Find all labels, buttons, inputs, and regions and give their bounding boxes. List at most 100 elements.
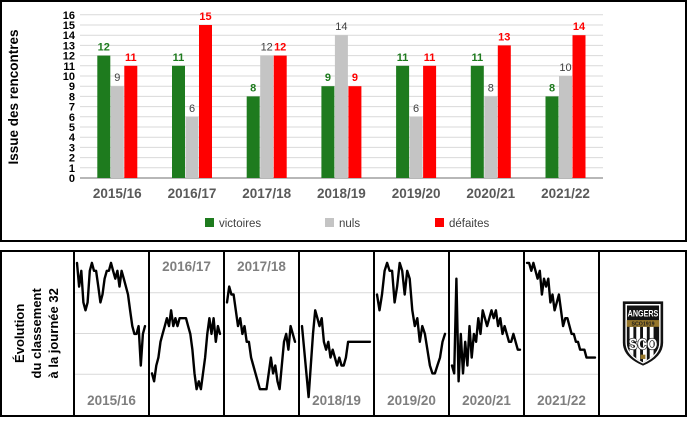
bar-label-victoires-2016/17: 11 bbox=[173, 52, 185, 64]
bar-label-nuls-2019/20: 6 bbox=[413, 103, 419, 115]
season-panel-2019/20: 2019/20 bbox=[373, 250, 450, 417]
season-panel-2017/18: 2017/18 bbox=[223, 250, 300, 417]
ranking-axis-label: Évolution du classement à la journée 32 bbox=[12, 288, 63, 378]
ranking-line-2021/22 bbox=[525, 261, 597, 359]
ranking-sparkline-2019/20 bbox=[375, 261, 448, 375]
y-tick-13: 13 bbox=[63, 40, 75, 52]
ranking-line-2016/17 bbox=[150, 309, 222, 391]
y-tick-8: 8 bbox=[69, 91, 75, 103]
bar-défaites-2019/20 bbox=[423, 65, 437, 178]
bar-label-nuls-2015/16: 9 bbox=[114, 72, 120, 84]
y-axis-title: Issue des rencontres bbox=[6, 29, 21, 164]
bar-label-défaites-2016/17: 15 bbox=[199, 11, 211, 23]
bar-nuls-2015/16 bbox=[110, 86, 124, 178]
season-label-2015/16: 2015/16 bbox=[87, 393, 136, 408]
ranking-sparkline-2015/16 bbox=[75, 261, 148, 375]
ranking-line-2019/20 bbox=[375, 261, 447, 375]
season-label-2018/19: 2018/19 bbox=[312, 393, 361, 408]
y-tick-11: 11 bbox=[63, 61, 75, 73]
bar-défaites-2016/17 bbox=[199, 25, 212, 178]
bar-label-victoires-2018/19: 9 bbox=[325, 72, 331, 84]
bar-défaites-2021/22 bbox=[572, 35, 586, 179]
bar-label-défaites-2017/18: 12 bbox=[274, 42, 286, 54]
legend-marker-défaites bbox=[435, 218, 444, 227]
bar-victoires-2021/22 bbox=[545, 96, 559, 178]
bar-label-victoires-2021/22: 8 bbox=[549, 82, 555, 94]
angers-sco-logo: ANGERS SCO1919 SCO bbox=[622, 300, 663, 366]
ranking-line-2017/18 bbox=[225, 285, 297, 391]
bar-victoires-2020/21 bbox=[470, 65, 484, 178]
y-tick-10: 10 bbox=[63, 71, 75, 83]
ranking-sparkline-2017/18 bbox=[225, 285, 298, 391]
logo-gold-band bbox=[626, 319, 659, 327]
bar-label-nuls-2020/21: 8 bbox=[488, 82, 494, 94]
x-tick-2016/17: 2016/17 bbox=[168, 186, 217, 201]
y-tick-15: 15 bbox=[63, 20, 75, 32]
bar-nuls-2017/18 bbox=[260, 55, 274, 178]
ranking-line-2018/19 bbox=[300, 309, 372, 399]
bar-label-défaites-2015/16: 11 bbox=[125, 52, 137, 64]
y-tick-2: 2 bbox=[69, 153, 75, 165]
ranking-sparkline-2018/19 bbox=[300, 292, 373, 399]
bar-victoires-2017/18 bbox=[246, 96, 260, 178]
x-tick-2019/20: 2019/20 bbox=[392, 186, 441, 201]
y-tick-9: 9 bbox=[69, 81, 75, 93]
ranking-sparkline-2020/21 bbox=[450, 277, 523, 383]
bar-victoires-2015/16 bbox=[97, 55, 111, 178]
ranking-axis-label-cell: Évolution du classement à la journée 32 bbox=[0, 250, 75, 417]
x-tick-2017/18: 2017/18 bbox=[242, 186, 291, 201]
bar-nuls-2020/21 bbox=[484, 96, 498, 178]
bar-label-défaites-2018/19: 9 bbox=[352, 72, 358, 84]
ranking-axis-label-line1: Évolution bbox=[12, 303, 28, 364]
ranking-evolution-panel: Évolution du classement à la journée 32 … bbox=[0, 250, 687, 417]
season-label-2019/20: 2019/20 bbox=[387, 393, 436, 408]
legend-marker-nuls bbox=[325, 218, 334, 227]
bar-label-défaites-2019/20: 11 bbox=[424, 52, 436, 64]
season-panel-2018/19: 2018/19 bbox=[298, 250, 375, 417]
logo-band-text: SCO1919 bbox=[631, 321, 654, 327]
bar-label-défaites-2020/21: 13 bbox=[498, 31, 510, 43]
bar-label-victoires-2017/18: 8 bbox=[250, 82, 256, 94]
ranking-sparkline-2016/17 bbox=[150, 292, 223, 391]
legend-label-défaites: défaites bbox=[449, 218, 490, 230]
season-panel-2015/16: 2015/16 bbox=[73, 250, 150, 417]
logo-bottom-mark bbox=[640, 354, 645, 359]
legend-label-nuls: nuls bbox=[339, 218, 360, 230]
y-tick-6: 6 bbox=[69, 112, 75, 124]
bar-défaites-2017/18 bbox=[273, 55, 287, 178]
bar-victoires-2016/17 bbox=[172, 65, 185, 178]
bar-label-nuls-2021/22: 10 bbox=[559, 62, 571, 74]
season-panel-2020/21: 2020/21 bbox=[448, 250, 525, 417]
bar-victoires-2019/20 bbox=[396, 65, 410, 178]
bar-label-nuls-2017/18: 12 bbox=[261, 42, 273, 54]
bar-défaites-2018/19 bbox=[348, 86, 362, 178]
logo-club-name: ANGERS bbox=[627, 308, 658, 319]
ranking-sparkline-2021/22 bbox=[525, 261, 598, 375]
logo-monogram: SCO bbox=[628, 336, 657, 353]
ranking-line-2015/16 bbox=[75, 261, 147, 367]
y-tick-12: 12 bbox=[63, 51, 75, 63]
bar-label-nuls-2018/19: 14 bbox=[335, 21, 347, 33]
legend-marker-victoires bbox=[205, 218, 214, 227]
bar-défaites-2020/21 bbox=[497, 45, 511, 179]
bar-victoires-2018/19 bbox=[321, 86, 335, 178]
x-tick-2018/19: 2018/19 bbox=[317, 186, 366, 201]
y-tick-16: 16 bbox=[63, 10, 75, 22]
season-panel-2016/17: 2016/17 bbox=[148, 250, 225, 417]
results-bar-chart-panel: 0 1 2 3 4 5 6 7 8 9 10 11 12 13 14 15 16 Issue des rencon… bbox=[0, 0, 687, 242]
logo-shield-outline bbox=[624, 303, 661, 364]
y-tick-7: 7 bbox=[69, 102, 75, 114]
club-logo-cell: ANGERS SCO1919 SCO bbox=[598, 250, 687, 417]
y-tick-3: 3 bbox=[69, 142, 75, 154]
ranking-axis-label-line3: à la journée 32 bbox=[45, 288, 61, 379]
y-tick-4: 4 bbox=[69, 132, 76, 144]
season-label-2017/18: 2017/18 bbox=[237, 259, 286, 274]
season-label-2016/17: 2016/17 bbox=[162, 259, 211, 274]
bar-nuls-2021/22 bbox=[559, 76, 572, 178]
x-tick-2015/16: 2015/16 bbox=[93, 186, 142, 201]
y-tick-5: 5 bbox=[69, 122, 75, 134]
bar-label-victoires-2019/20: 11 bbox=[397, 52, 409, 64]
bar-nuls-2018/19 bbox=[334, 35, 348, 179]
bar-label-victoires-2020/21: 11 bbox=[471, 52, 483, 64]
